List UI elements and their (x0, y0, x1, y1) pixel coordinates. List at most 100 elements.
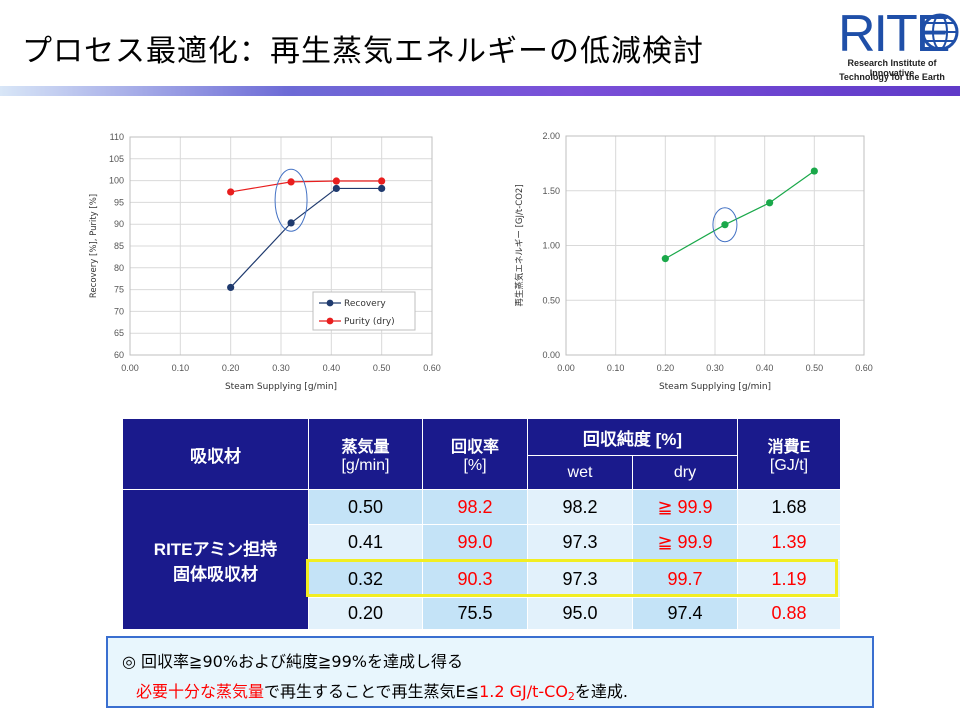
cell-wet: 98.2 (527, 489, 633, 525)
header-wet: wet (527, 455, 633, 490)
legend-label: Purity (dry) (344, 317, 395, 327)
cell-recovery: 98.2 (422, 489, 528, 525)
recovery-purity-chart: 0.00 0.10 0.20 0.30 0.40 0.50 0.60 60 65 70 75 80 85… (89, 132, 441, 392)
legend-label: Recovery (344, 299, 386, 309)
y-tick-label: 1.50 (542, 186, 560, 196)
x-tick-label: 0.40 (323, 363, 341, 373)
highlight-ellipse (712, 207, 738, 243)
header-energy-label: 消費E (767, 439, 811, 456)
conclusion-text: で再生することで再生蒸気E≦ (264, 682, 480, 701)
x-tick-label: 0.60 (423, 363, 441, 373)
cell-recovery: 99.0 (422, 524, 528, 561)
data-point (227, 188, 235, 196)
conclusion-line-2: 必要十分な蒸気量で再生することで再生蒸気E≦1.2 GJ/t-CO2を達成. (136, 678, 628, 703)
header-energy: 消費E [GJ/t] (737, 418, 841, 490)
cell-energy: 1.68 (737, 489, 841, 525)
x-axis-label: Steam Supplying [g/min] (659, 382, 771, 392)
y-axis-label: 再生蒸気エネルギー [GJ/t-CO2] (514, 184, 525, 306)
regeneration-energy-chart: 0.00 0.10 0.20 0.30 0.40 0.50 0.60 0.00 0.50 1.00… (514, 131, 873, 392)
y-tick-label: 70 (114, 306, 124, 316)
y-tick-label: 85 (114, 241, 124, 251)
y-tick-label: 110 (110, 132, 124, 142)
data-point (378, 177, 386, 185)
data-point (287, 219, 295, 227)
cell-wet: 95.0 (527, 597, 633, 630)
cell-energy: 0.88 (737, 597, 841, 630)
x-tick-label: 0.60 (855, 363, 873, 373)
header-purity: 回収純度 [%] (527, 418, 738, 456)
material-line-2: 固体吸収材 (173, 564, 258, 584)
logo-subtitle-1: Research Institute of Innovative (847, 58, 937, 78)
y-tick-label: 95 (114, 197, 124, 207)
conclusion-end: を達成. (574, 682, 629, 701)
plot-area-border (565, 135, 865, 356)
globe-icon (921, 13, 959, 51)
logo-subtitle-2: Technology for the Earth (839, 72, 945, 82)
header-steam: 蒸気量 [g/min] (308, 418, 423, 490)
material-line-1: RITEアミン担持 (153, 539, 278, 559)
conclusion-subscript: 2 (567, 690, 575, 703)
cell-steam: 0.32 (308, 560, 423, 598)
legend-marker (326, 317, 334, 325)
y-tick-label: 1.00 (542, 241, 560, 251)
data-point (227, 283, 235, 292)
data-point (766, 199, 774, 207)
cell-dry: 99.7 (632, 560, 738, 598)
header-recovery: 回収率 [%] (422, 418, 528, 490)
x-tick-label: 0.40 (756, 363, 774, 373)
series-line (230, 187, 382, 288)
y-axis-label: Recovery [%], Purity [%] (89, 194, 99, 298)
data-point (332, 177, 340, 185)
y-tick-label: 75 (114, 285, 124, 295)
cell-recovery: 90.3 (422, 560, 528, 598)
x-tick-label: 0.10 (607, 363, 625, 373)
conclusion-box: ◎ 回収率≧90%および純度≧99%を達成し得る 必要十分な蒸気量で再生すること… (106, 636, 874, 708)
cell-steam: 0.50 (308, 489, 423, 525)
y-tick-label: 2.00 (542, 131, 560, 141)
header-dry: dry (632, 455, 738, 490)
header-steam-unit: [g/min] (341, 457, 390, 474)
data-point (721, 221, 729, 229)
cell-energy: 1.39 (737, 524, 841, 561)
data-point (661, 255, 669, 263)
results-table: 吸収材 蒸気量 [g/min] 回収率 [%] 回収純度 [%] 消費E [GJ… (122, 418, 841, 630)
data-point (332, 184, 340, 193)
y-tick-label: 100 (109, 176, 124, 186)
header-recovery-unit: [%] (463, 457, 487, 474)
x-tick-label: 0.30 (272, 363, 290, 373)
y-tick-label: 60 (114, 350, 124, 360)
material-cell: RITEアミン担持 固体吸収材 (122, 489, 309, 630)
cell-dry: ≧ 99.9 (632, 524, 738, 561)
header-steam-label: 蒸気量 (341, 439, 390, 456)
header-recovery-label: 回収率 (450, 439, 499, 456)
legend-marker (326, 299, 334, 307)
highlight-ellipse (274, 168, 308, 232)
cell-wet: 97.3 (527, 560, 633, 598)
cell-energy: 1.19 (737, 560, 841, 598)
cell-recovery: 75.5 (422, 597, 528, 630)
plot-area-border (129, 136, 433, 356)
x-tick-label: 0.00 (121, 363, 139, 373)
x-tick-label: 0.20 (657, 363, 675, 373)
header-absorbent: 吸収材 (122, 418, 309, 490)
y-tick-label: 0.50 (542, 295, 560, 305)
x-tick-label: 0.30 (706, 363, 724, 373)
x-tick-label: 0.20 (222, 363, 240, 373)
page-title: プロセス最適化：再生蒸気エネルギーの低減検討 (22, 34, 704, 69)
y-tick-label: 65 (114, 328, 124, 338)
cell-steam: 0.41 (308, 524, 423, 561)
cell-steam: 0.20 (308, 597, 423, 630)
rite-logo (921, 13, 959, 51)
x-tick-label: 0.50 (373, 363, 391, 373)
title-divider-bar (0, 86, 960, 96)
cell-wet: 97.3 (527, 524, 633, 561)
logo-wordmark: RITE (838, 5, 950, 63)
y-tick-label: 90 (114, 219, 124, 229)
y-tick-label: 0.00 (542, 350, 560, 360)
conclusion-emphasis: 必要十分な蒸気量 (136, 682, 265, 701)
conclusion-line-1: ◎ 回収率≧90%および純度≧99%を達成し得る (122, 652, 463, 671)
data-point (287, 178, 295, 186)
series-line (665, 170, 815, 260)
x-axis-label: Steam Supplying [g/min] (225, 382, 337, 392)
cell-dry: 97.4 (632, 597, 738, 630)
